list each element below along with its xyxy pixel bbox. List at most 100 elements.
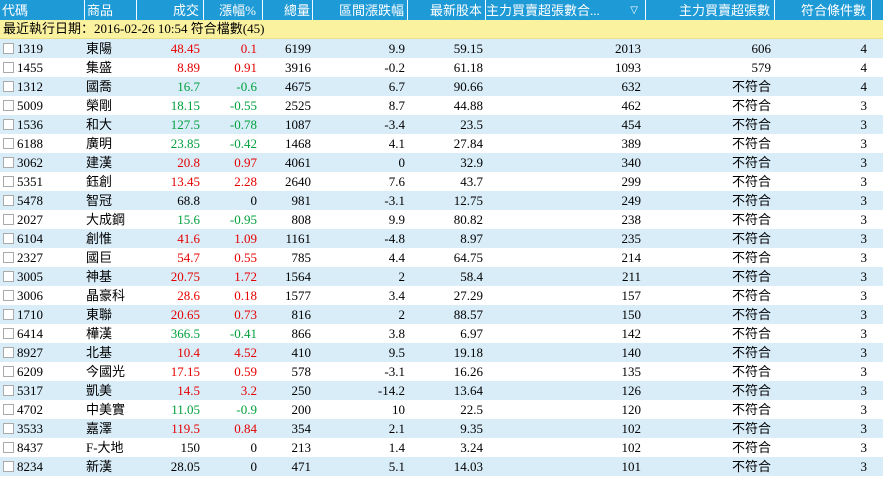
cell-change-pct: 0 (250, 193, 258, 208)
row-checkbox[interactable] (3, 423, 14, 434)
table-row[interactable]: 6104 創惟 41.6 1.09 1161 -4.8 8.97 235 不符合 3 (0, 229, 883, 248)
cell-match-count: 3 (860, 421, 868, 436)
table-row[interactable]: 5009 榮剛 18.15 -0.55 2525 8.7 44.88 462 不符合 3 (0, 96, 883, 115)
cell-main-buy-sell-total: 120 (621, 402, 642, 417)
row-checkbox[interactable] (3, 100, 14, 111)
cell-main-buy-sell-total: 142 (621, 326, 642, 341)
table-row[interactable]: 2327 國巨 54.7 0.55 785 4.4 64.75 214 不符合 3 (0, 248, 883, 267)
cell-capital: 12.75 (453, 193, 483, 208)
table-row[interactable]: 5478 智冠 68.8 0 981 -3.1 12.75 249 不符合 3 (0, 191, 883, 210)
row-checkbox[interactable] (3, 43, 14, 54)
cell-main-buy-sell: 不符合 (731, 440, 771, 455)
cell-range-change: 0 (398, 155, 406, 170)
cell-name: 創惟 (86, 231, 113, 246)
cell-main-buy-sell: 不符合 (731, 155, 771, 170)
table-row[interactable]: 8927 北基 10.4 4.52 410 9.5 19.18 140 不符合 3 (0, 343, 883, 362)
column-header-capital[interactable]: 最新股本 (408, 0, 486, 20)
table-row[interactable]: 1455 集盛 8.89 0.91 3916 -0.2 61.18 1093 579 4 (0, 58, 883, 77)
cell-code: 1710 (0, 305, 85, 324)
column-header-label: 區間漲跌幅 (338, 2, 404, 18)
info-bar-text: 最近執行日期：2016-02-26 10:54 符合檔數(45) (3, 21, 265, 36)
row-checkbox[interactable] (3, 290, 14, 301)
stock-code: 5478 (17, 193, 43, 208)
cell-match-count: 3 (860, 383, 868, 398)
stock-code: 3006 (17, 288, 43, 303)
table-row[interactable]: 3533 嘉澤 119.5 0.84 354 2.1 9.35 102 不符合 3 (0, 419, 883, 438)
row-checkbox[interactable] (3, 309, 14, 320)
cell-capital: 43.7 (460, 174, 483, 189)
cell-match-count: 3 (860, 326, 868, 341)
table-row[interactable]: 1312 國喬 16.7 -0.6 4675 6.7 90.66 632 不符合 4 (0, 77, 883, 96)
column-header-price[interactable]: 成交 (137, 0, 204, 20)
table-row[interactable]: 1710 東聯 20.65 0.73 816 2 88.57 150 不符合 3 (0, 305, 883, 324)
row-checkbox[interactable] (3, 214, 14, 225)
table-row[interactable]: 6414 樺漢 366.5 -0.41 866 3.8 6.97 142 不符合 3 (0, 324, 883, 343)
cell-price: 15.6 (177, 212, 200, 227)
column-header-volume[interactable]: 總量 (263, 0, 313, 20)
cell-range-change: 8.7 (388, 98, 405, 113)
cell-match-count: 3 (860, 459, 868, 474)
table-row[interactable]: 1319 東陽 48.45 0.1 6199 9.9 59.15 2013 606 4 (0, 39, 883, 58)
cell-code: 1455 (0, 58, 85, 77)
cell-change-pct: -0.78 (229, 117, 257, 132)
table-row[interactable]: 4702 中美實 11.05 -0.9 200 10 22.5 120 不符合 3 (0, 400, 883, 419)
row-checkbox[interactable] (3, 271, 14, 282)
cell-main-buy-sell-total: 140 (621, 345, 642, 360)
column-header-range[interactable]: 區間漲跌幅 (313, 0, 408, 20)
cell-code: 8927 (0, 343, 85, 362)
table-row[interactable]: 2027 大成鋼 15.6 -0.95 808 9.9 80.82 238 不符合 3 (0, 210, 883, 229)
row-filler (872, 153, 883, 172)
row-checkbox[interactable] (3, 233, 14, 244)
table-row[interactable]: 3005 神基 20.75 1.72 1564 2 58.4 211 不符合 3 (0, 267, 883, 286)
column-header-code[interactable]: 代碼 (0, 0, 85, 20)
column-header-mainnet[interactable]: 主力買賣超張數 (646, 0, 775, 20)
row-checkbox[interactable] (3, 366, 14, 377)
column-header-maintotal[interactable]: 主力買賣超張數合... ▽ (486, 0, 646, 20)
cell-main-buy-sell: 不符合 (731, 174, 771, 189)
column-header-name[interactable]: 商品 (85, 0, 137, 20)
table-row[interactable]: 8234 新漢 28.05 0 471 5.1 14.03 101 不符合 3 (0, 457, 883, 476)
stock-code: 1319 (17, 41, 43, 56)
cell-main-buy-sell: 不符合 (731, 136, 771, 151)
table-row[interactable]: 6209 今國光 17.15 0.59 578 -3.1 16.26 135 不符合 3 (0, 362, 883, 381)
row-checkbox[interactable] (3, 176, 14, 187)
row-checkbox[interactable] (3, 195, 14, 206)
table-row[interactable]: 5351 鈺創 13.45 2.28 2640 7.6 43.7 299 不符合 3 (0, 172, 883, 191)
cell-main-buy-sell: 不符合 (731, 79, 771, 94)
cell-code: 1536 (0, 115, 85, 134)
cell-change-pct: 0.55 (234, 250, 257, 265)
row-checkbox[interactable] (3, 385, 14, 396)
table-row[interactable]: 5317 凱美 14.5 3.2 250 -14.2 13.64 126 不符合 3 (0, 381, 883, 400)
cell-price: 150 (180, 440, 201, 455)
cell-name: 建漢 (86, 155, 113, 170)
row-checkbox[interactable] (3, 138, 14, 149)
row-checkbox[interactable] (3, 328, 14, 339)
table-row[interactable]: 3062 建漢 20.8 0.97 4061 0 32.9 340 不符合 3 (0, 153, 883, 172)
cell-change-pct: 0 (250, 459, 258, 474)
column-header-change[interactable]: 漲幅% (204, 0, 263, 20)
row-checkbox[interactable] (3, 81, 14, 92)
cell-code: 6414 (0, 324, 85, 343)
row-checkbox[interactable] (3, 252, 14, 263)
column-header-match[interactable]: 符合條件數 (775, 0, 872, 20)
row-filler (872, 324, 883, 343)
cell-capital: 22.5 (460, 402, 483, 417)
table-row[interactable]: 6188 廣明 23.85 -0.42 1468 4.1 27.84 389 不符合 3 (0, 134, 883, 153)
cell-range-change: 3.8 (388, 326, 405, 341)
cell-range-change: 6.7 (388, 79, 405, 94)
cell-match-count: 4 (860, 60, 868, 75)
table-row[interactable]: 3006 晶豪科 28.6 0.18 1577 3.4 27.29 157 不符合 3 (0, 286, 883, 305)
table-row[interactable]: 8437 F-大地 150 0 213 1.4 3.24 102 不符合 3 (0, 438, 883, 457)
column-header-label: 成交 (172, 2, 199, 18)
row-checkbox[interactable] (3, 461, 14, 472)
row-checkbox[interactable] (3, 442, 14, 453)
cell-volume: 200 (291, 402, 312, 417)
row-checkbox[interactable] (3, 157, 14, 168)
cell-price: 68.8 (177, 193, 200, 208)
row-checkbox[interactable] (3, 62, 14, 73)
cell-main-buy-sell-total: 126 (621, 383, 642, 398)
table-row[interactable]: 1536 和大 127.5 -0.78 1087 -3.4 23.5 454 不符合 3 (0, 115, 883, 134)
row-checkbox[interactable] (3, 404, 14, 415)
row-checkbox[interactable] (3, 347, 14, 358)
row-checkbox[interactable] (3, 119, 14, 130)
